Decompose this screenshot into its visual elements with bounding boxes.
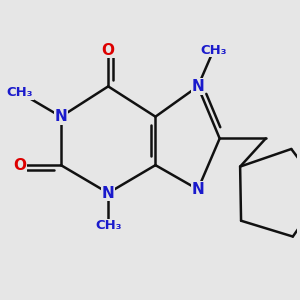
Text: CH₃: CH₃ [200, 44, 227, 56]
Text: CH₃: CH₃ [95, 219, 122, 232]
Text: O: O [102, 43, 115, 58]
Text: N: N [55, 109, 67, 124]
Text: N: N [191, 182, 204, 197]
Text: N: N [191, 79, 204, 94]
Text: CH₃: CH₃ [7, 86, 33, 99]
Text: O: O [13, 158, 26, 172]
Text: N: N [102, 185, 115, 200]
